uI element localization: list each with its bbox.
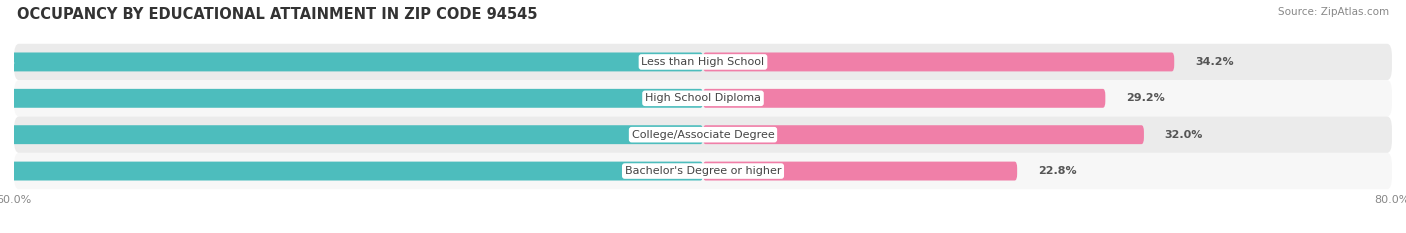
FancyBboxPatch shape [703,52,1174,71]
FancyBboxPatch shape [0,89,703,108]
FancyBboxPatch shape [703,125,1144,144]
Text: 32.0%: 32.0% [1164,130,1204,140]
Text: 65.8%: 65.8% [0,57,15,67]
FancyBboxPatch shape [703,89,1105,108]
Text: 34.2%: 34.2% [1195,57,1233,67]
FancyBboxPatch shape [0,162,703,181]
FancyBboxPatch shape [0,125,703,144]
FancyBboxPatch shape [703,162,1017,181]
FancyBboxPatch shape [14,116,1392,153]
FancyBboxPatch shape [0,52,703,71]
FancyBboxPatch shape [14,44,1392,80]
Text: OCCUPANCY BY EDUCATIONAL ATTAINMENT IN ZIP CODE 94545: OCCUPANCY BY EDUCATIONAL ATTAINMENT IN Z… [17,7,537,22]
FancyBboxPatch shape [14,80,1392,116]
Text: Source: ZipAtlas.com: Source: ZipAtlas.com [1278,7,1389,17]
Text: Bachelor's Degree or higher: Bachelor's Degree or higher [624,166,782,176]
Text: Less than High School: Less than High School [641,57,765,67]
Text: High School Diploma: High School Diploma [645,93,761,103]
Text: 29.2%: 29.2% [1126,93,1164,103]
Text: 22.8%: 22.8% [1038,166,1077,176]
Text: College/Associate Degree: College/Associate Degree [631,130,775,140]
FancyBboxPatch shape [14,153,1392,189]
